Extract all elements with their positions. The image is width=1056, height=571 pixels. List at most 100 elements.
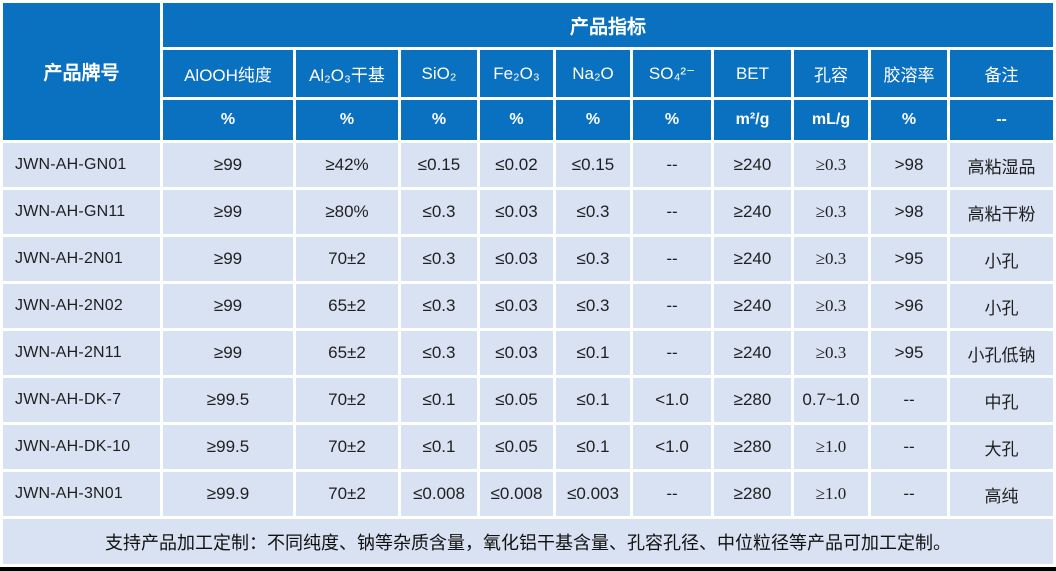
table-row: JWN-AH-DK-10 ≥99.5 70±2 ≤0.1 ≤0.05 ≤0.1 <1.0 ≥2… <box>3 425 1054 469</box>
value-cell: ≥0.3 <box>794 143 868 187</box>
unit-cell: % <box>480 100 553 140</box>
brand-cell: JWN-AH-GN01 <box>3 143 160 187</box>
value-cell: 70±2 <box>296 425 398 469</box>
value-cell: ≥280 <box>714 472 791 516</box>
value-cell: ≤0.02 <box>480 143 553 187</box>
remark-cell: 高纯 <box>950 472 1054 516</box>
value-cell: ≥99.5 <box>163 425 293 469</box>
table-row: JWN-AH-DK-7 ≥99.5 70±2 ≤0.1 ≤0.05 ≤0.1 <1.0 ≥28… <box>3 378 1054 422</box>
value-cell: ≤0.03 <box>480 331 553 375</box>
table-row: JWN-AH-2N01 ≥99 70±2 ≤0.3 ≤0.03 ≤0.3 -- ≥240 ≥0.… <box>3 237 1054 281</box>
value-cell: 70±2 <box>296 472 398 516</box>
value-cell: -- <box>871 378 947 422</box>
value-cell: ≤0.3 <box>401 190 477 234</box>
value-cell: ≥42% <box>296 143 398 187</box>
value-cell: >95 <box>871 237 947 281</box>
value-cell: ≥1.0 <box>794 425 868 469</box>
table-body: JWN-AH-GN01 ≥99 ≥42% ≤0.15 ≤0.02 ≤0.15 -- ≥240 ≥… <box>3 143 1054 516</box>
value-cell: ≥280 <box>714 425 791 469</box>
value-cell: ≤0.3 <box>401 237 477 281</box>
value-cell: -- <box>633 331 711 375</box>
remark-cell: 小孔低钠 <box>950 331 1054 375</box>
value-cell: ≤0.3 <box>401 331 477 375</box>
table-foot: 支持产品加工定制：不同纯度、钠等杂质含量，氧化铝干基含量、孔容孔径、中位粒径等产… <box>3 519 1054 564</box>
value-cell: ≥240 <box>714 331 791 375</box>
value-cell: ≥240 <box>714 143 791 187</box>
column-header: SiO₂ <box>401 50 477 97</box>
unit-cell: % <box>401 100 477 140</box>
value-cell: 70±2 <box>296 237 398 281</box>
value-cell: >95 <box>871 331 947 375</box>
value-cell: ≥80% <box>296 190 398 234</box>
value-cell: ≥280 <box>714 378 791 422</box>
brand-cell: JWN-AH-GN11 <box>3 190 160 234</box>
value-cell: -- <box>633 190 711 234</box>
column-header: 胶溶率 <box>871 50 947 97</box>
value-cell: ≤0.15 <box>401 143 477 187</box>
value-cell: ≤0.03 <box>480 284 553 328</box>
value-cell: -- <box>633 472 711 516</box>
brand-cell: JWN-AH-2N11 <box>3 331 160 375</box>
group-header-product-indicators: 产品指标 <box>163 3 1054 47</box>
value-cell: ≤0.3 <box>556 190 630 234</box>
value-cell: ≥0.3 <box>794 237 868 281</box>
value-cell: ≥99 <box>163 237 293 281</box>
value-cell: <1.0 <box>633 425 711 469</box>
table-row: JWN-AH-2N02 ≥99 65±2 ≤0.3 ≤0.03 ≤0.3 -- ≥240 ≥0.… <box>3 284 1054 328</box>
value-cell: >98 <box>871 143 947 187</box>
value-cell: ≤0.3 <box>556 237 630 281</box>
customization-footnote: 支持产品加工定制：不同纯度、钠等杂质含量，氧化铝干基含量、孔容孔径、中位粒径等产… <box>3 519 1054 564</box>
unit-cell: % <box>163 100 293 140</box>
remark-cell: 高粘湿品 <box>950 143 1054 187</box>
remark-cell: 小孔 <box>950 284 1054 328</box>
value-cell: ≤0.003 <box>556 472 630 516</box>
table-row: JWN-AH-GN11 ≥99 ≥80% ≤0.3 ≤0.03 ≤0.3 -- ≥240 ≥0.… <box>3 190 1054 234</box>
value-cell: ≥99 <box>163 190 293 234</box>
column-header-row: AlOOH纯度 Al₂O₃干基 SiO₂ Fe₂O₃ Na₂O SO₄²⁻ BET 孔容 胶溶率… <box>3 50 1054 97</box>
unit-cell: -- <box>950 100 1054 140</box>
value-cell: ≥240 <box>714 190 791 234</box>
column-header: 备注 <box>950 50 1054 97</box>
value-cell: ≥240 <box>714 284 791 328</box>
column-header: Fe₂O₃ <box>480 50 553 97</box>
value-cell: ≤0.3 <box>556 284 630 328</box>
value-cell: ≤0.1 <box>556 378 630 422</box>
brand-cell: JWN-AH-2N02 <box>3 284 160 328</box>
column-header: Na₂O <box>556 50 630 97</box>
brand-cell: JWN-AH-DK-10 <box>3 425 160 469</box>
bottom-edge-bar <box>0 567 1056 571</box>
value-cell: -- <box>633 284 711 328</box>
value-cell: ≤0.05 <box>480 425 553 469</box>
value-cell: -- <box>871 425 947 469</box>
unit-cell: % <box>871 100 947 140</box>
value-cell: ≤0.3 <box>401 284 477 328</box>
table-row: JWN-AH-2N11 ≥99 65±2 ≤0.3 ≤0.03 ≤0.1 -- ≥240 ≥0.… <box>3 331 1054 375</box>
value-cell: <1.0 <box>633 378 711 422</box>
value-cell: ≥1.0 <box>794 472 868 516</box>
value-cell: 65±2 <box>296 331 398 375</box>
table-row: JWN-AH-3N01 ≥99.9 70±2 ≤0.008 ≤0.008 ≤0.003 --… <box>3 472 1054 516</box>
brand-cell: JWN-AH-3N01 <box>3 472 160 516</box>
column-header: BET <box>714 50 791 97</box>
remark-cell: 高粘干粉 <box>950 190 1054 234</box>
value-cell: ≥99 <box>163 284 293 328</box>
value-cell: ≤0.1 <box>556 331 630 375</box>
value-cell: ≥0.3 <box>794 284 868 328</box>
remark-cell: 大孔 <box>950 425 1054 469</box>
column-header: AlOOH纯度 <box>163 50 293 97</box>
unit-cell: % <box>633 100 711 140</box>
value-cell: ≥99.9 <box>163 472 293 516</box>
value-cell: ≥0.3 <box>794 190 868 234</box>
table-header: 产品牌号 产品指标 AlOOH纯度 Al₂O₃干基 SiO₂ Fe₂O₃ Na₂O SO₄… <box>3 3 1054 140</box>
value-cell: ≥99 <box>163 143 293 187</box>
unit-row: %%%%%% m²/g mL/g% -- <box>3 100 1054 140</box>
remark-cell: 中孔 <box>950 378 1054 422</box>
unit-cell: % <box>556 100 630 140</box>
value-cell: ≥240 <box>714 237 791 281</box>
unit-cell: m²/g <box>714 100 791 140</box>
value-cell: ≤0.1 <box>401 425 477 469</box>
value-cell: 70±2 <box>296 378 398 422</box>
column-header: SO₄²⁻ <box>633 50 711 97</box>
